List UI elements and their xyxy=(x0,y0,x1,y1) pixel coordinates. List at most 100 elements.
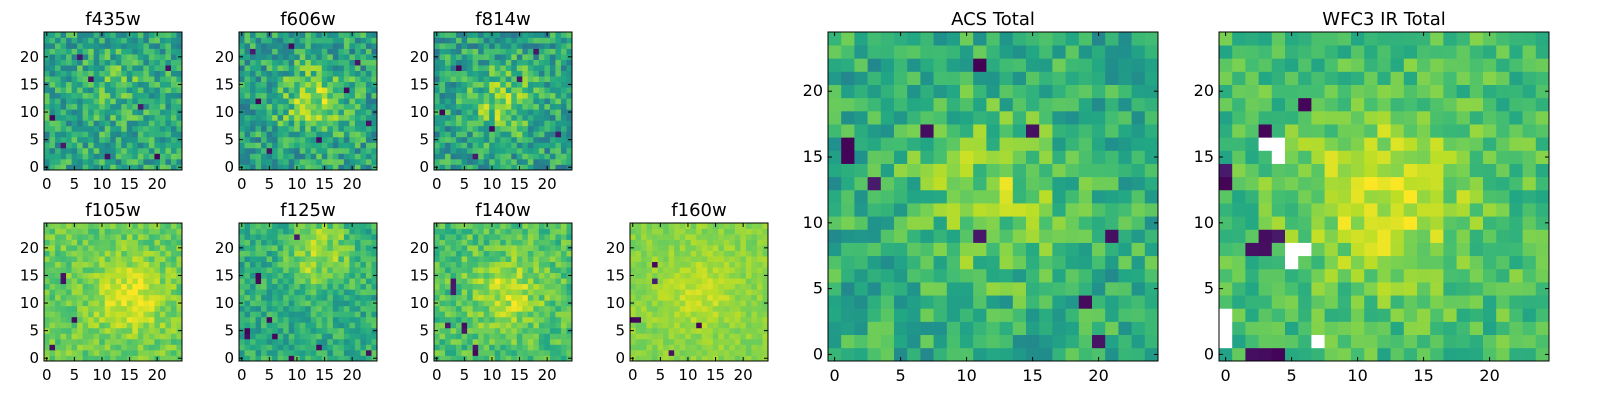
heatmap-cell xyxy=(365,153,372,160)
heatmap-cell xyxy=(154,311,161,318)
heatmap-cell xyxy=(104,300,111,307)
heatmap-cell xyxy=(549,256,556,262)
heatmap-cell xyxy=(244,239,251,246)
heatmap-cell xyxy=(538,338,545,345)
heatmap-cell xyxy=(82,65,89,71)
heatmap-cell xyxy=(110,32,117,38)
heatmap-cell xyxy=(121,98,128,105)
heatmap-cell xyxy=(1065,282,1080,296)
heatmap-cell xyxy=(723,316,730,323)
heatmap-cell xyxy=(165,261,172,268)
heatmap-cell xyxy=(55,65,61,71)
heatmap-cell xyxy=(170,158,177,165)
heatmap-cell xyxy=(115,153,122,160)
heatmap-cell xyxy=(66,267,72,274)
heatmap-cell xyxy=(566,261,573,268)
heatmap-cell xyxy=(165,70,172,77)
heatmap-cell xyxy=(560,272,567,279)
heatmap-cell xyxy=(745,338,752,345)
heatmap-cell xyxy=(494,245,501,251)
heatmap-cell xyxy=(154,228,161,235)
heatmap-cell xyxy=(489,114,496,121)
heatmap-cell xyxy=(49,311,56,318)
heatmap-cell xyxy=(668,234,675,240)
heatmap-cell xyxy=(685,344,692,351)
heatmap-cell xyxy=(549,114,556,121)
heatmap-cell xyxy=(176,48,183,55)
heatmap-cell xyxy=(434,76,440,83)
heatmap-cell xyxy=(472,327,479,334)
heatmap-cell xyxy=(1065,308,1080,322)
heatmap-cell xyxy=(723,234,730,240)
heatmap-cell xyxy=(549,164,556,171)
heatmap-cell xyxy=(467,131,473,138)
heatmap-cell xyxy=(60,125,67,132)
heatmap-cell xyxy=(143,147,150,154)
heatmap-cell xyxy=(305,59,312,66)
y-tick-label: 15 xyxy=(410,75,429,93)
heatmap-cell xyxy=(294,37,301,44)
heatmap-cell xyxy=(288,125,295,132)
heatmap-cell xyxy=(170,54,177,60)
heatmap-cell xyxy=(77,164,83,171)
heatmap-cell xyxy=(560,256,567,262)
heatmap-cell xyxy=(159,316,166,323)
heatmap-cell xyxy=(261,239,267,246)
heatmap-cell xyxy=(93,153,100,160)
heatmap-cell xyxy=(126,147,133,154)
heatmap-cell xyxy=(555,153,562,160)
heatmap-cell xyxy=(132,70,139,77)
heatmap-cell xyxy=(555,87,562,94)
heatmap-cell xyxy=(630,305,636,312)
heatmap-cell xyxy=(880,282,895,296)
heatmap-cell xyxy=(338,70,345,77)
heatmap-cell xyxy=(316,333,323,340)
heatmap-cell xyxy=(137,278,144,285)
heatmap-cell xyxy=(740,300,747,307)
heatmap-cell xyxy=(740,283,747,290)
heatmap-cell xyxy=(533,333,540,340)
heatmap-cell xyxy=(549,311,556,318)
heatmap-cell xyxy=(652,311,658,318)
heatmap-cell xyxy=(467,164,473,171)
heatmap-cell xyxy=(55,92,61,99)
heatmap-cell xyxy=(505,136,512,143)
heatmap-cell xyxy=(332,289,339,296)
heatmap-cell xyxy=(946,347,961,362)
heatmap-cell xyxy=(115,322,122,329)
heatmap-cell xyxy=(55,120,61,127)
heatmap-cell xyxy=(701,294,708,301)
heatmap-cell xyxy=(126,120,133,127)
heatmap-cell xyxy=(365,311,372,318)
heatmap-cell xyxy=(701,305,708,312)
heatmap-cell xyxy=(566,228,573,235)
heatmap-cell xyxy=(49,142,56,149)
heatmap-cell xyxy=(527,311,534,318)
heatmap-cell xyxy=(99,294,106,301)
heatmap-cell xyxy=(55,43,61,49)
heatmap-cell xyxy=(663,294,669,301)
heatmap-cell xyxy=(82,245,89,251)
heatmap-cell xyxy=(349,294,356,301)
heatmap-cell xyxy=(332,349,339,356)
heatmap-cell xyxy=(560,300,567,307)
heatmap-cell xyxy=(277,164,284,171)
heatmap-cell xyxy=(316,32,323,38)
heatmap-cell xyxy=(986,268,1000,283)
heatmap-cell xyxy=(371,120,378,127)
heatmap-cell xyxy=(494,81,501,88)
heatmap-cell xyxy=(82,48,89,55)
heatmap-cell xyxy=(527,250,534,257)
heatmap-cell xyxy=(354,142,361,149)
y-tick-label: 5 xyxy=(419,131,429,149)
heatmap-cell xyxy=(538,153,545,160)
heatmap-cell xyxy=(494,59,501,66)
heatmap-cell xyxy=(472,338,479,345)
heatmap-cell xyxy=(299,228,306,235)
heatmap-cell xyxy=(66,147,72,154)
heatmap-cell xyxy=(261,294,267,301)
heatmap-cell xyxy=(712,261,719,268)
heatmap-cell xyxy=(500,125,507,132)
axes-frame xyxy=(238,31,378,171)
heatmap-cell xyxy=(538,228,545,235)
